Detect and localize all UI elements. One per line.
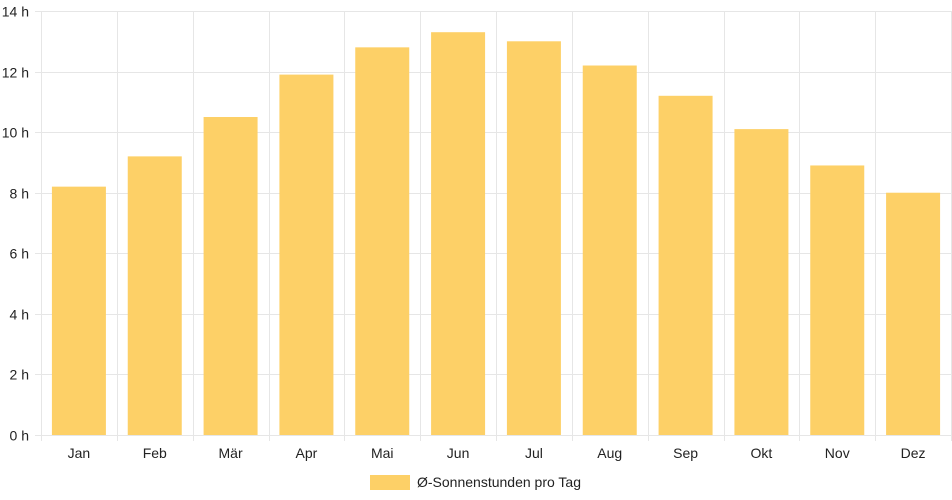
- bar-Feb[interactable]: [127, 156, 182, 435]
- y-tick-label: 2 h: [10, 367, 29, 383]
- y-axis-tick-labels: 0 h 2 h 4 h 6 h 8 h 10 h 12 h 14 h: [2, 4, 29, 444]
- y-tick-label: 0 h: [10, 428, 29, 444]
- bar-Mai[interactable]: [355, 47, 410, 435]
- bar-Okt[interactable]: [734, 129, 789, 435]
- x-tick-label: Jul: [525, 445, 543, 461]
- x-tick-label: Mär: [219, 445, 243, 461]
- bar-Jun[interactable]: [431, 32, 486, 435]
- y-tick-label: 14 h: [2, 4, 29, 20]
- bar-Mär[interactable]: [203, 117, 258, 435]
- bar-Nov[interactable]: [810, 165, 865, 435]
- x-tick-label: Aug: [597, 445, 622, 461]
- legend[interactable]: Ø-Sonnenstunden pro Tag: [370, 474, 581, 490]
- grid-lines: [35, 11, 952, 441]
- x-tick-label: Jan: [68, 445, 91, 461]
- bar-series: [51, 32, 941, 436]
- legend-label: Ø-Sonnenstunden pro Tag: [417, 474, 581, 490]
- y-tick-label: 4 h: [10, 307, 29, 323]
- bar-Apr[interactable]: [279, 74, 334, 435]
- bar-Sep[interactable]: [658, 95, 713, 436]
- x-tick-label: Sep: [673, 445, 698, 461]
- x-axis-tick-labels: Jan Feb Mär Apr Mai Jun Jul Aug Sep Okt Nov Dez: [68, 445, 926, 461]
- x-tick-label: Nov: [825, 445, 850, 461]
- x-tick-label: Okt: [751, 445, 773, 461]
- y-tick-label: 8 h: [10, 186, 29, 202]
- x-tick-label: Feb: [143, 445, 167, 461]
- bar-Jul[interactable]: [506, 41, 561, 436]
- y-tick-label: 10 h: [2, 125, 29, 141]
- y-tick-label: 6 h: [10, 246, 29, 262]
- bar-Aug[interactable]: [582, 65, 637, 435]
- bar-Dez[interactable]: [886, 192, 941, 435]
- bar-Jan[interactable]: [51, 186, 106, 435]
- y-tick-label: 12 h: [2, 65, 29, 81]
- x-tick-label: Apr: [296, 445, 318, 461]
- x-tick-label: Jun: [447, 445, 470, 461]
- x-tick-label: Mai: [371, 445, 394, 461]
- x-tick-label: Dez: [901, 445, 926, 461]
- legend-swatch: [370, 475, 410, 490]
